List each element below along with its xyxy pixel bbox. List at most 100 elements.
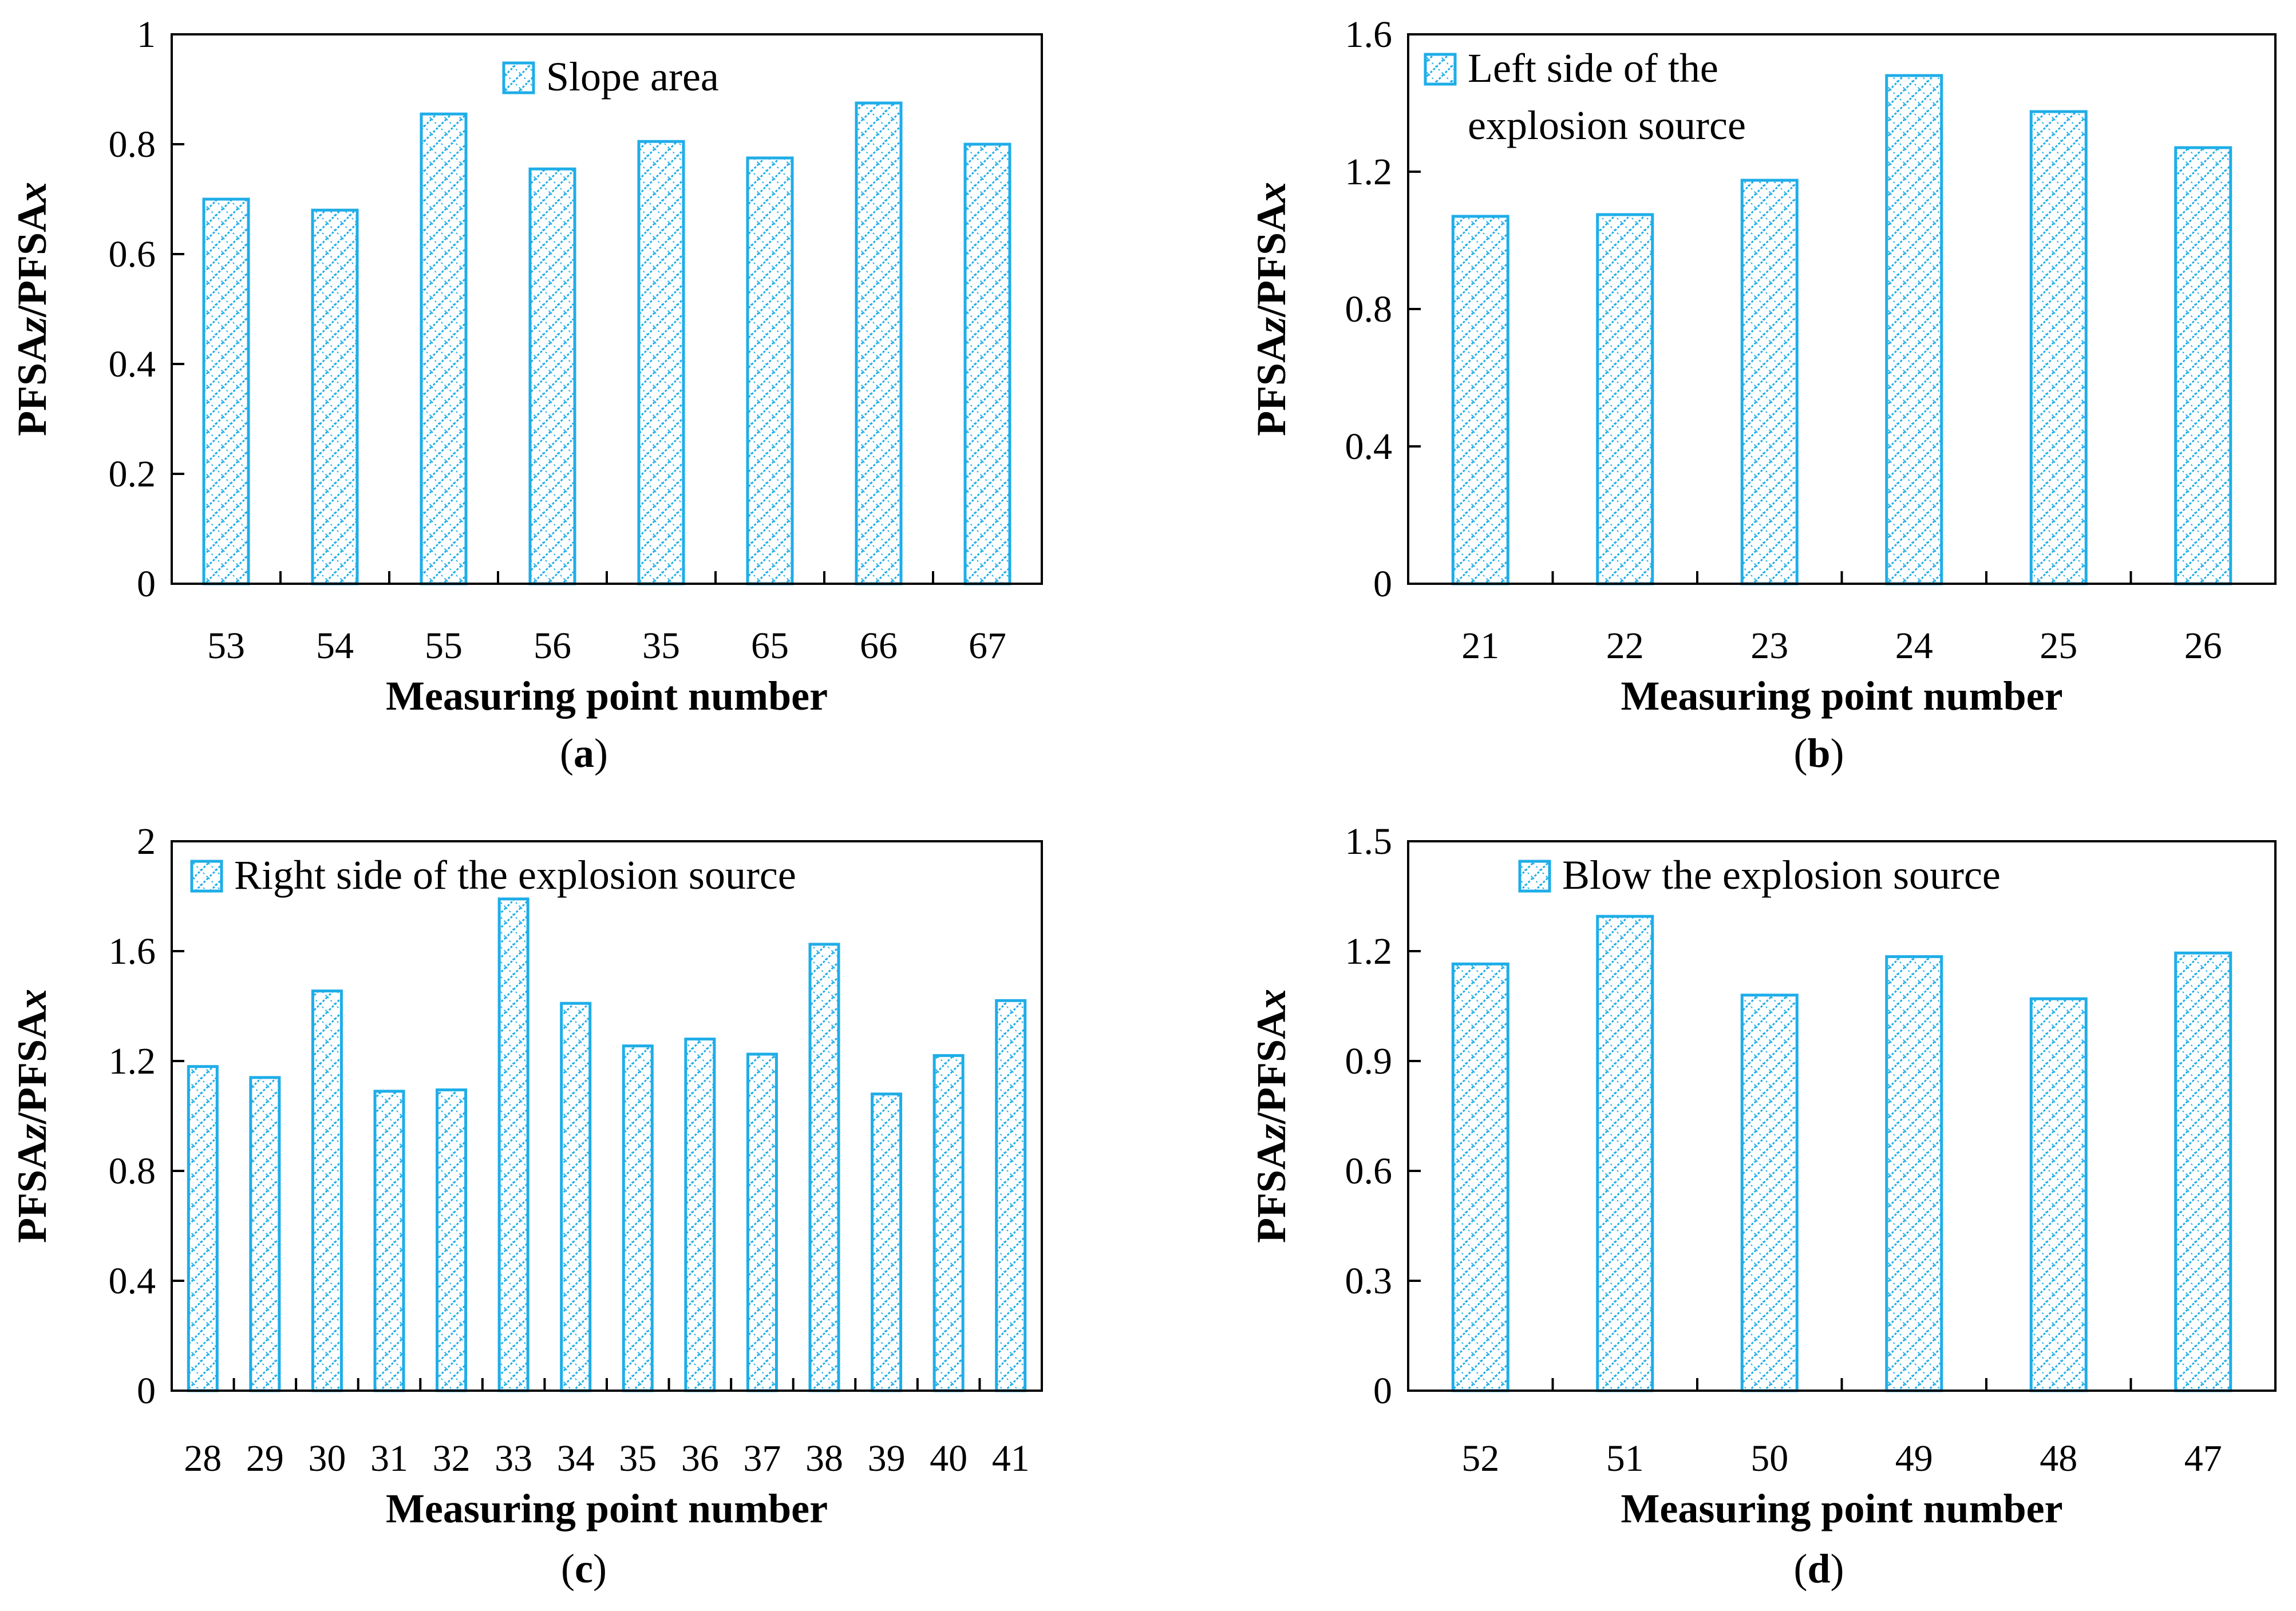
y-tick-label: 1.6 (109, 931, 156, 972)
x-tick-label: 35 (642, 625, 680, 667)
caption-close: ) (1831, 1546, 1844, 1592)
bar-31 (373, 1090, 405, 1392)
bar-39 (871, 1093, 903, 1392)
panels: 53 54 55 56 35 65 66 67 0 0.2 0.4 0.6 0.8 1 Measuring … (9, 14, 2277, 1592)
y-axis-title: PFSAz/PFSAx (1248, 182, 1294, 436)
x-tick-label: 55 (425, 625, 463, 667)
y-tick-label: 0 (137, 1370, 156, 1412)
caption-close: ) (593, 1546, 607, 1592)
bar-52 (1451, 962, 1509, 1392)
bar-38 (808, 943, 840, 1392)
bar-55 (420, 112, 468, 585)
bar-25 (2029, 110, 2088, 585)
y-axis-title-part: z (9, 1124, 55, 1142)
x-tick-label: 52 (1461, 1438, 1499, 1479)
y-tick-label: 0.4 (109, 343, 156, 385)
chart-panel-a: 53 54 55 56 35 65 66 67 0 0.2 0.4 0.6 0.8 1 Measuring … (9, 14, 1043, 776)
y-tick-label: 0.2 (109, 453, 156, 495)
bar-35 (637, 140, 685, 585)
y-tick-label: 1.2 (1345, 931, 1393, 972)
x-axis-title: Measuring point number (386, 1486, 828, 1531)
legend-label: Slope area (546, 54, 719, 100)
panel-caption: (a) (560, 730, 608, 776)
x-tick-label: 28 (184, 1438, 222, 1479)
x-tick-label: 38 (805, 1438, 843, 1479)
bar-54 (311, 208, 359, 585)
y-axis-title-part: z (9, 317, 55, 335)
x-tick-label: 32 (433, 1438, 471, 1479)
bar-21 (1451, 215, 1509, 585)
legend-swatch (1518, 860, 1551, 893)
y-tick-label: 0.8 (1345, 288, 1393, 330)
bar-33 (497, 897, 529, 1392)
x-tick-label: 54 (316, 625, 354, 667)
x-tick-label: 33 (495, 1438, 532, 1479)
bar-26 (2174, 146, 2232, 585)
x-tick-label: 48 (2040, 1438, 2077, 1479)
x-tick-label: 65 (751, 625, 789, 667)
y-tick-label: 0.8 (109, 124, 156, 165)
x-tick-label: 39 (868, 1438, 906, 1479)
legend-label: Right side of the explosion source (234, 852, 796, 898)
y-tick-label: 0 (1373, 563, 1392, 605)
y-tick-label: 0 (137, 563, 156, 605)
x-tick-label: 29 (246, 1438, 284, 1479)
y-axis-title-part: PFSA (9, 333, 55, 436)
panel-caption: (c) (561, 1546, 607, 1592)
x-tick-label: 56 (534, 625, 571, 667)
caption-letter: a (574, 730, 594, 776)
bar-47 (2174, 951, 2232, 1392)
y-axis-title-part: PFSA (1248, 1140, 1294, 1243)
bar-23 (1740, 179, 1799, 585)
bar-41 (995, 999, 1027, 1392)
bar-36 (684, 1038, 716, 1392)
legend: Slope area (502, 54, 719, 100)
y-tick-label: 2 (137, 821, 156, 862)
legend-swatch (190, 860, 223, 893)
caption-close: ) (594, 730, 608, 776)
chart-panel-c: 28 29 30 31 32 33 34 35 36 37 38 39 40 41 0 0.4 0.8 1.2 1.… (9, 821, 1043, 1592)
x-tick-label: 49 (1895, 1438, 1933, 1479)
x-tick-label: 25 (2040, 625, 2077, 667)
y-tick-label: 0.4 (1345, 426, 1393, 468)
x-tick-label: 26 (2184, 625, 2222, 667)
x-tick-label: 41 (992, 1438, 1030, 1479)
x-tick-label: 67 (969, 625, 1006, 667)
bar-66 (855, 101, 903, 585)
caption-open: ( (1793, 1546, 1807, 1592)
x-tick-label: 50 (1750, 1438, 1788, 1479)
y-tick-label: 1.5 (1345, 821, 1393, 862)
legend-label: Blow the explosion source (1562, 852, 2001, 898)
legend: Left side of the explosion source (1424, 45, 1746, 148)
bar-65 (746, 156, 794, 585)
y-axis-title: PFSAz/PFSAx (1248, 989, 1294, 1243)
caption-letter: d (1807, 1546, 1830, 1592)
y-axis-title-part: x (9, 182, 55, 203)
y-axis-title-part: z (1248, 317, 1294, 335)
y-tick-label: 0.6 (1345, 1150, 1393, 1192)
plot-frame (1407, 840, 2277, 1392)
y-axis-title-part: z (1248, 1124, 1294, 1142)
y-tick-label: 1.2 (109, 1040, 156, 1082)
y-tick-label: 0.6 (109, 233, 156, 275)
caption-letter: c (575, 1546, 593, 1592)
bar-51 (1596, 915, 1654, 1392)
x-tick-label: 34 (557, 1438, 595, 1479)
x-axis-title: Measuring point number (386, 673, 828, 719)
y-axis-title-part: PFSA (1248, 333, 1294, 436)
bar-48 (2029, 997, 2088, 1392)
y-axis-title-part: x (1248, 989, 1294, 1010)
x-tick-label: 36 (681, 1438, 719, 1479)
bar-24 (1885, 74, 1943, 585)
y-tick-label: 0.8 (109, 1150, 156, 1192)
bar-34 (560, 1002, 592, 1392)
bar-28 (187, 1065, 219, 1392)
y-tick-label: 1.6 (1345, 14, 1393, 56)
x-tick-label: 21 (1461, 625, 1499, 667)
panel-caption: (b) (1793, 730, 1844, 776)
legend-label: Left side of the (1468, 45, 1718, 91)
bar-37 (746, 1052, 778, 1392)
y-axis-title-part: x (9, 989, 55, 1010)
legend-swatch (1424, 53, 1457, 86)
